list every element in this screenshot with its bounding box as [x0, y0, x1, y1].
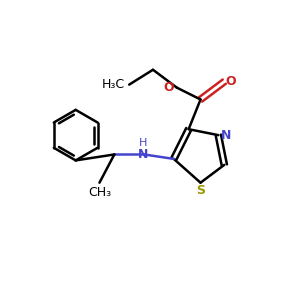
Text: O: O: [163, 81, 174, 94]
Text: CH₃: CH₃: [88, 186, 111, 199]
Text: S: S: [196, 184, 205, 197]
Text: O: O: [226, 75, 236, 88]
Text: N: N: [137, 148, 148, 161]
Text: H: H: [138, 138, 147, 148]
Text: H₃C: H₃C: [102, 78, 125, 91]
Text: N: N: [221, 129, 232, 142]
